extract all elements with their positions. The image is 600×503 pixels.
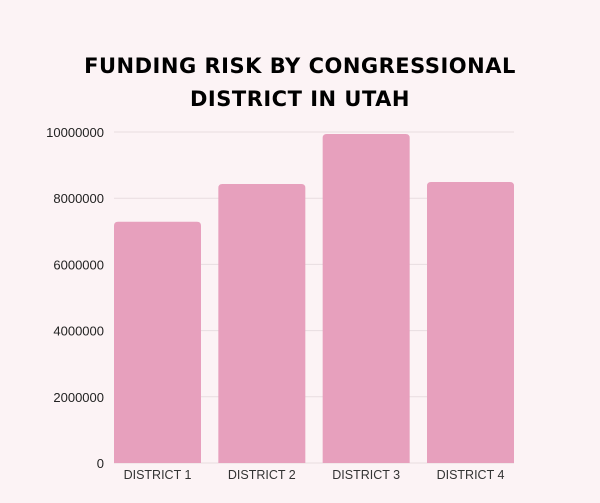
x-tick-label: DISTRICT 4 — [437, 468, 505, 482]
y-tick-label: 10000000 — [46, 125, 104, 140]
x-tick-label: DISTRICT 3 — [332, 468, 400, 482]
chart-title: FUNDING RISK BY CONGRESSIONAL DISTRICT I… — [0, 50, 600, 116]
chart-title-line-1: FUNDING RISK BY CONGRESSIONAL — [84, 54, 516, 78]
bar-district-2 — [218, 183, 306, 464]
y-tick-label: 4000000 — [53, 324, 104, 339]
bar-district-4 — [427, 181, 514, 463]
chart-title-line-2: DISTRICT IN UTAH — [190, 87, 410, 111]
x-tick-label: DISTRICT 1 — [124, 468, 192, 482]
bar-district-3 — [322, 133, 410, 463]
y-tick-label: 2000000 — [53, 390, 104, 405]
bar-district-1 — [114, 221, 201, 463]
y-tick-label: 8000000 — [53, 191, 104, 206]
y-tick-label: 6000000 — [53, 257, 104, 272]
x-tick-label: DISTRICT 2 — [228, 468, 296, 482]
y-tick-label: 0 — [97, 456, 104, 471]
